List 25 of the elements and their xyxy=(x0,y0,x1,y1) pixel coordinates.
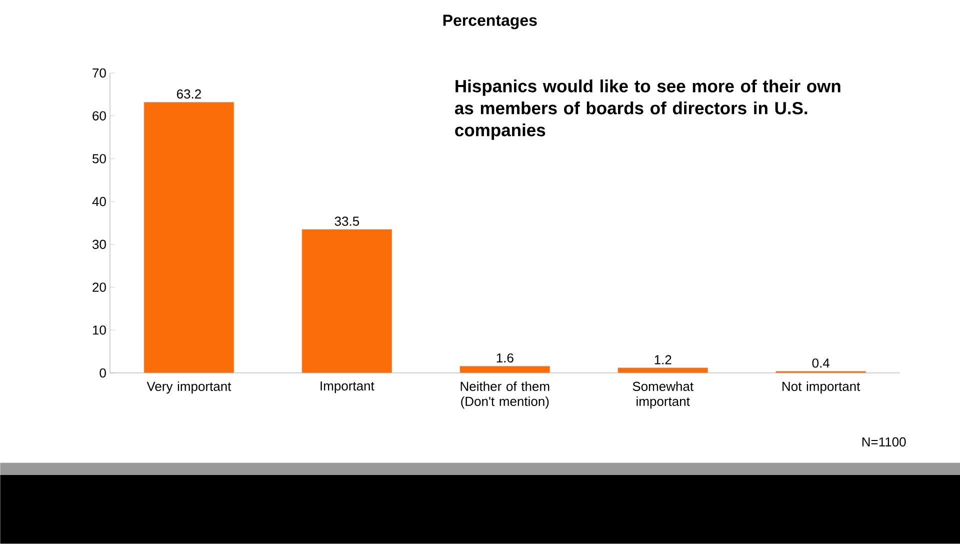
y-tick-label: 0 xyxy=(100,368,106,378)
data-label: 63.2 xyxy=(176,89,201,99)
bar xyxy=(144,102,234,374)
bar xyxy=(618,368,708,374)
x-tick-label: Important xyxy=(320,382,374,394)
x-tick-label: Not important xyxy=(782,381,860,394)
data-label: 33.5 xyxy=(334,216,360,226)
x-tick-label: Very important xyxy=(146,381,232,394)
x-tick-label: Neither of them (Don't mention) xyxy=(460,381,550,409)
y-tick-label: 70 xyxy=(92,68,106,78)
annotation: Hispanics would like to see more of their own as members of boards of directors in U.S. companies xyxy=(454,80,840,140)
x-tick-label: Somewhat important xyxy=(632,381,694,409)
y-tick-label: 10 xyxy=(92,326,106,335)
data-label: 0.4 xyxy=(812,358,830,368)
text: N=1100 xyxy=(862,437,906,447)
bar xyxy=(302,229,392,374)
y-tick-label: 30 xyxy=(92,240,106,250)
y-tick-label: 20 xyxy=(92,282,106,292)
y-tick-label: 40 xyxy=(92,196,106,206)
data-label: 1.6 xyxy=(496,353,514,363)
data-label: 1.2 xyxy=(654,355,672,364)
chart-title: Percentages xyxy=(443,14,537,30)
y-tick-label: 60 xyxy=(92,111,106,120)
y-tick-label: 50 xyxy=(92,154,106,164)
bar xyxy=(460,366,550,374)
